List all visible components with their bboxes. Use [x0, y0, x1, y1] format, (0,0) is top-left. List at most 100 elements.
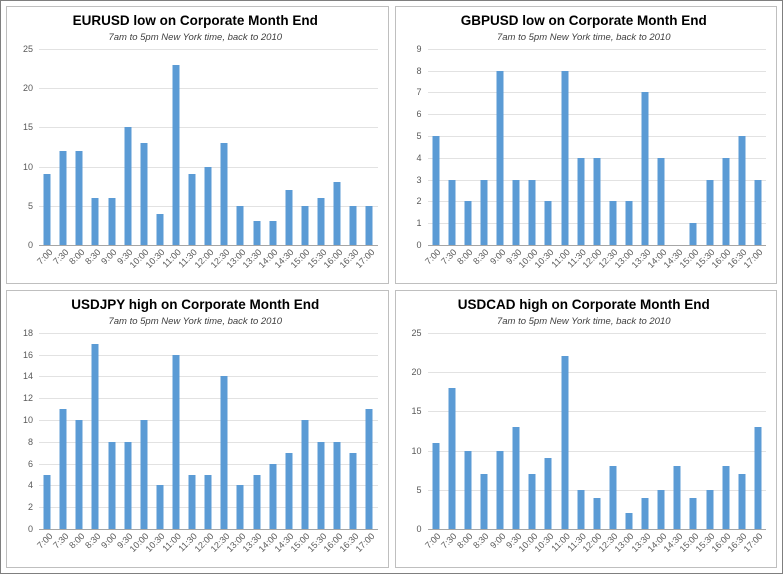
- bar: [253, 474, 261, 529]
- bar: [480, 179, 488, 245]
- bar: [496, 450, 504, 529]
- y-axis-tick-label: 0: [416, 524, 422, 534]
- x-axis-tick-label: 7:00: [34, 531, 55, 551]
- y-axis-tick-label: 20: [411, 367, 422, 378]
- plot-area: [427, 332, 766, 530]
- bar: [365, 409, 373, 529]
- plot-area: [427, 48, 766, 246]
- y-axis: 9 8 7 6 5 4 3 2 1 0: [402, 44, 428, 250]
- chart-panel-usdcad: USDCAD high on Corporate Month End 7am t…: [394, 290, 777, 568]
- y-axis-tick-label: 2: [416, 196, 422, 207]
- bar: [108, 441, 116, 529]
- bar: [301, 420, 309, 529]
- y-axis: 18 16 14 12 10 8 6 4 2 0: [13, 328, 39, 534]
- x-axis-tick-label: 8:30: [83, 531, 103, 551]
- gridline: [39, 420, 378, 422]
- x-axis-tick-label: 9:00: [487, 247, 508, 267]
- gridline: [427, 372, 766, 374]
- y-axis-tick-label: 15: [411, 406, 422, 417]
- bar: [464, 450, 472, 529]
- bar: [75, 420, 83, 529]
- bar: [561, 70, 568, 245]
- bar: [689, 497, 697, 529]
- x-axis-tick-label: 8:30: [471, 531, 491, 551]
- bar: [204, 474, 212, 529]
- y-axis-tick-label: 14: [22, 371, 33, 382]
- y-axis-tick-label: 8: [27, 436, 33, 447]
- gridline: [39, 463, 378, 465]
- chart-area: 25 20 15 10 5 0 7:00 7:30 8:00 8:30 9:00 9:30 10:00…: [402, 328, 767, 565]
- bar: [269, 463, 277, 529]
- bar: [253, 221, 261, 245]
- x-axis-tick-label: 7:30: [439, 531, 459, 551]
- gridline: [39, 398, 378, 400]
- bar: [544, 201, 552, 245]
- bar: [657, 489, 665, 529]
- chart-title: EURUSD low on Corporate Month End: [72, 13, 318, 28]
- gridline: [427, 70, 766, 72]
- bar: [544, 458, 552, 529]
- chart-title: USDCAD high on Corporate Month End: [457, 297, 710, 312]
- gridline: [39, 441, 378, 443]
- chart-subtitle: 7am to 5pm New York time, back to 2010: [496, 315, 671, 327]
- bar: [754, 179, 762, 245]
- x-axis: 7:00 7:30 8:00 8:30 9:00 9:30 10:00 10:30 11:00 1…: [35, 245, 378, 281]
- bar: [333, 182, 341, 245]
- bar: [706, 179, 714, 245]
- bar: [754, 427, 762, 529]
- x-axis-tick-label: 7:00: [34, 247, 55, 267]
- y-axis-tick-label: 15: [22, 122, 33, 133]
- bar: [528, 179, 536, 245]
- bar: [140, 420, 148, 529]
- bar: [124, 441, 132, 529]
- x-axis-tick-label: 9:00: [99, 531, 119, 551]
- bar: [625, 513, 633, 529]
- x-axis-tick-label: 7:30: [50, 531, 71, 551]
- y-axis-tick-label: 12: [22, 393, 33, 404]
- bar: [609, 201, 617, 245]
- plot-area: [39, 48, 378, 246]
- x-axis: 7:00 7:30 8:00 8:30 9:00 9:30 10:00 10:30 11:00 1…: [423, 529, 767, 565]
- bar: [188, 474, 196, 529]
- bar: [349, 452, 357, 529]
- gridline: [39, 376, 378, 378]
- bar: [512, 179, 520, 245]
- x-axis-tick-label: 9:00: [487, 531, 508, 551]
- y-axis-tick-label: 9: [416, 43, 422, 54]
- chart-area: 9 8 7 6 5 4 3 2 1 0 7:00 7:30 8:00 8:30 9:00 9:30 10:00…: [402, 44, 766, 281]
- bar: [220, 143, 228, 245]
- y-axis-tick-label: 4: [416, 152, 422, 163]
- y-axis-tick-label: 10: [22, 415, 33, 426]
- plot-area: [39, 332, 378, 530]
- bar: [285, 452, 293, 529]
- x-axis-tick-label: 7:00: [423, 247, 443, 267]
- bar: [625, 201, 633, 245]
- bar: [43, 474, 51, 529]
- bar: [593, 157, 601, 245]
- bar: [448, 179, 456, 245]
- x-axis-tick-label: 7:00: [423, 531, 443, 551]
- chart-title: USDJPY high on Corporate Month End: [71, 297, 320, 312]
- bar: [722, 466, 730, 529]
- y-axis-tick-label: 20: [22, 83, 33, 94]
- chart-panel-eurusd: EURUSD low on Corporate Month End 7am to…: [6, 6, 389, 284]
- gridline: [39, 127, 378, 129]
- bar: [432, 136, 440, 245]
- gridline: [427, 411, 766, 413]
- x-axis-tick-label: 7:30: [50, 247, 71, 267]
- gridline: [427, 48, 766, 50]
- y-axis-tick-label: 0: [27, 524, 33, 534]
- bar: [738, 136, 746, 245]
- y-axis-tick-label: 5: [27, 200, 33, 211]
- x-axis-tick-label: 7:30: [439, 247, 459, 267]
- bar: [236, 485, 244, 529]
- x-axis-baseline: [427, 529, 766, 530]
- gridline: [39, 88, 378, 90]
- chart-panel-usdjpy: USDJPY high on Corporate Month End 7am t…: [6, 290, 389, 568]
- bar: [512, 427, 520, 529]
- bar: [577, 489, 585, 529]
- gridline: [427, 332, 766, 334]
- x-axis-tick-label: 8:00: [66, 531, 87, 551]
- y-axis-tick-label: 4: [27, 480, 33, 491]
